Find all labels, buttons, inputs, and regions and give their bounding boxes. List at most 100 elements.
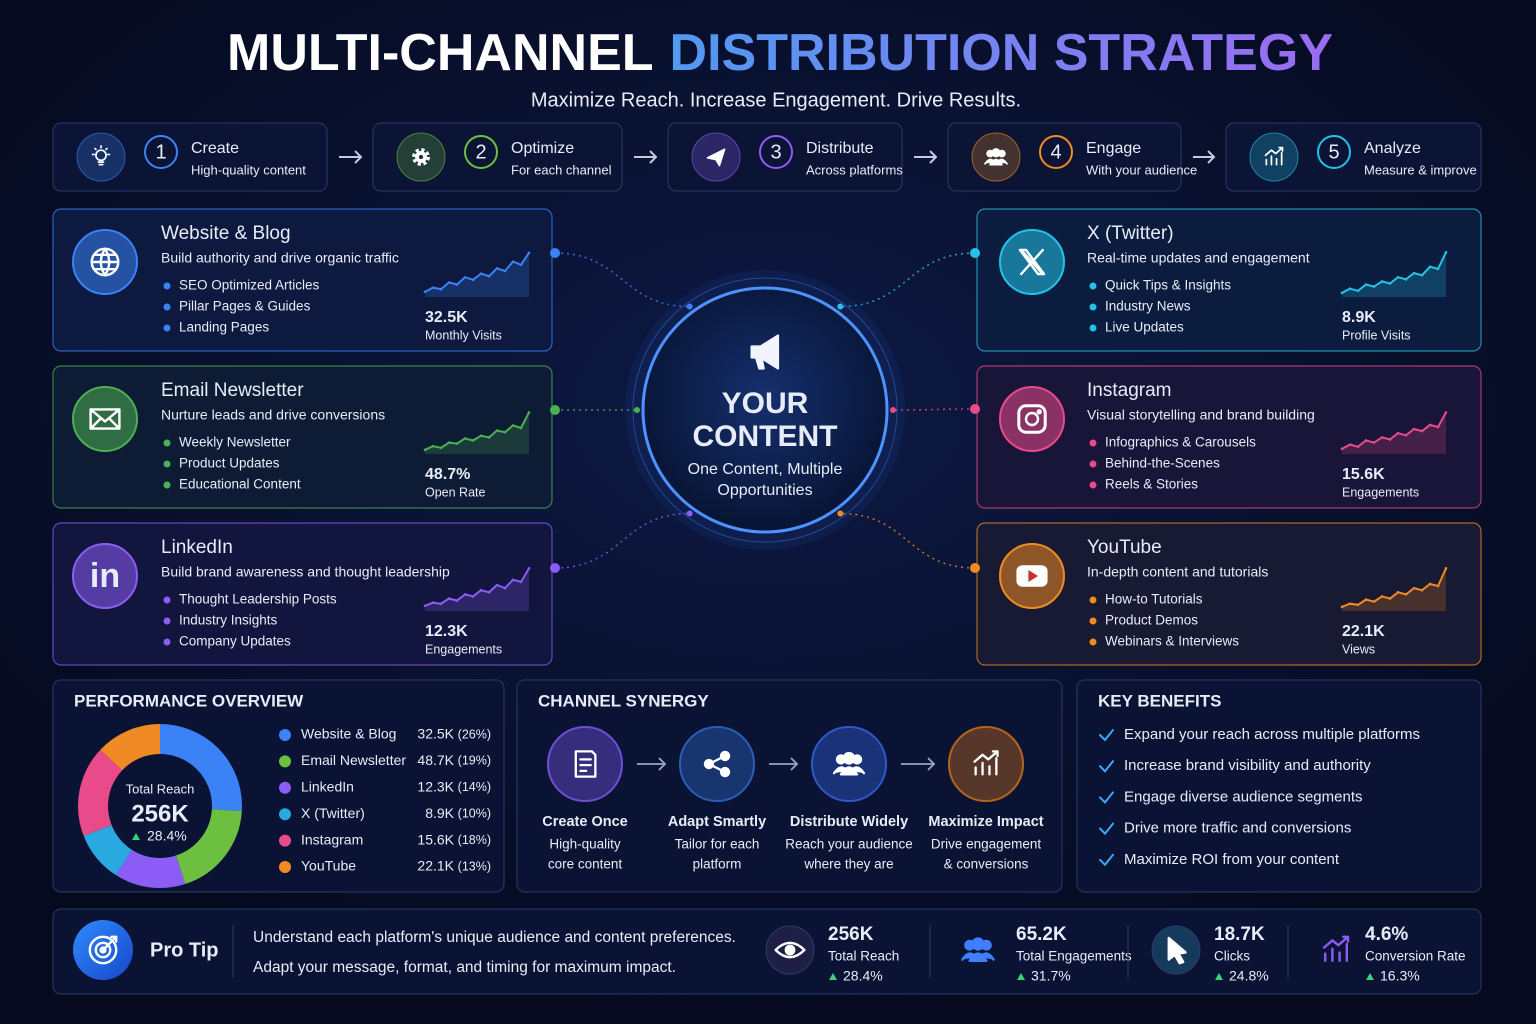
donut-segment bbox=[78, 724, 242, 888]
legend-dot bbox=[279, 861, 291, 873]
step-title: Engage bbox=[1086, 140, 1141, 157]
legend-value: 22.1K bbox=[417, 858, 454, 874]
channel-bullet: Pillar Pages & Guides bbox=[179, 299, 311, 314]
connector bbox=[554, 252, 690, 308]
step-number-ring bbox=[1317, 135, 1351, 169]
trend-dot bbox=[1404, 593, 1408, 596]
trend-dot bbox=[1396, 590, 1400, 594]
bullet-dot bbox=[163, 617, 171, 625]
trend-dot bbox=[519, 426, 523, 430]
trend-dot bbox=[1436, 584, 1440, 588]
icon-shape bbox=[1036, 409, 1042, 415]
title-main: MULTI-CHANNEL bbox=[227, 24, 654, 82]
channel-bullet: Infographics & Carousels bbox=[1105, 435, 1256, 450]
trend-dot bbox=[479, 588, 483, 592]
channel-bullet: Webinars & Interviews bbox=[1105, 634, 1239, 649]
channel-metric-label: Monthly Visits bbox=[425, 328, 502, 342]
connector bbox=[554, 512, 690, 569]
icon bbox=[91, 145, 111, 166]
trend-dot bbox=[479, 272, 483, 275]
channel-name: Instagram bbox=[1087, 380, 1171, 401]
channel-card-tint bbox=[977, 366, 1481, 508]
step-text: Measure & improve bbox=[1364, 162, 1477, 177]
trend-dot bbox=[519, 263, 523, 267]
step-icon-bg bbox=[76, 132, 126, 182]
channel-card-tint bbox=[977, 209, 1481, 351]
step-title: Optimize bbox=[511, 140, 574, 157]
trend-dot bbox=[1380, 436, 1384, 439]
icon bbox=[90, 247, 120, 277]
trend-dot bbox=[463, 275, 467, 279]
stat-label: Conversion Rate bbox=[1365, 949, 1466, 964]
legend-value: 32.5K bbox=[417, 726, 454, 742]
icon bbox=[1017, 404, 1047, 434]
connector-end bbox=[890, 407, 896, 413]
synergy-title: Adapt Smartly bbox=[668, 814, 766, 830]
trend-dot bbox=[479, 434, 483, 438]
bullet-dot bbox=[163, 324, 171, 332]
up-triangle bbox=[1366, 973, 1374, 980]
trend-dot bbox=[447, 441, 451, 444]
channel-metric: 32.5K bbox=[425, 309, 468, 326]
channel-description: Build brand awareness and thought leader… bbox=[161, 564, 450, 580]
channel-name: Email Newsletter bbox=[161, 380, 304, 401]
donut-segment bbox=[78, 724, 242, 888]
channel-metric-label: Engagements bbox=[1342, 485, 1419, 499]
stat-change: 24.8% bbox=[1229, 968, 1269, 984]
stat-change: 28.4% bbox=[843, 968, 883, 984]
trend-dot bbox=[519, 580, 523, 584]
check-mark bbox=[1099, 760, 1114, 773]
icon-shape bbox=[94, 941, 112, 959]
legend-share: (10%) bbox=[458, 806, 491, 820]
bullet-dot bbox=[1089, 460, 1097, 468]
step-title: Create bbox=[191, 140, 239, 157]
trend-dot bbox=[1396, 275, 1400, 279]
icon-shape bbox=[842, 751, 856, 765]
icon-shape bbox=[91, 145, 111, 156]
trend-dot bbox=[423, 290, 427, 294]
connector-end bbox=[686, 303, 693, 310]
trend-dot bbox=[1444, 567, 1448, 570]
icon-shape bbox=[968, 952, 988, 963]
icon bbox=[89, 408, 121, 430]
connector-end bbox=[837, 303, 844, 310]
channel-bullet: Thought Leadership Posts bbox=[179, 592, 337, 607]
icon-shape bbox=[101, 935, 118, 952]
trend-dot bbox=[1420, 273, 1424, 277]
icon-shape bbox=[774, 941, 806, 959]
connector bbox=[840, 512, 976, 569]
trend-dot bbox=[503, 586, 507, 590]
channel-bullet: Landing Pages bbox=[179, 320, 269, 335]
step-arrow bbox=[634, 150, 658, 164]
synergy-title: Distribute Widely bbox=[790, 814, 908, 830]
legend-name: Website & Blog bbox=[301, 726, 396, 742]
step-arrow bbox=[914, 150, 938, 164]
channel-description: Real-time updates and engagement bbox=[1087, 250, 1310, 266]
icon bbox=[1264, 146, 1284, 166]
trend-dot bbox=[463, 437, 467, 440]
channel-bullet: Weekly Newsletter bbox=[179, 435, 291, 450]
trend-dot bbox=[455, 442, 459, 445]
trend-dot bbox=[1348, 602, 1352, 606]
icon-shape bbox=[839, 766, 859, 776]
step-text: For each channel bbox=[511, 162, 612, 177]
channel-card bbox=[52, 522, 553, 666]
benefit-item: Expand your reach across multiple platfo… bbox=[1124, 726, 1420, 743]
trend-dot bbox=[1356, 445, 1360, 449]
channel-metric-label: Engagements bbox=[425, 642, 502, 656]
channel-metric: 15.6K bbox=[1342, 466, 1385, 483]
trend-dot bbox=[1444, 250, 1448, 254]
legend-value: 8.9K bbox=[425, 805, 454, 821]
channel-bullet: SEO Optimized Articles bbox=[179, 278, 320, 293]
trend-dot bbox=[455, 599, 459, 602]
icon-shape bbox=[754, 356, 765, 370]
trend-dot bbox=[511, 578, 515, 582]
step-card bbox=[52, 122, 328, 192]
icon-shape bbox=[95, 149, 107, 162]
channel-card bbox=[976, 365, 1482, 509]
channel-description: Nurture leads and drive conversions bbox=[161, 407, 385, 423]
check-mark bbox=[1099, 729, 1114, 742]
step-number-ring bbox=[759, 135, 793, 169]
icon-shape bbox=[1028, 570, 1038, 582]
trend-dot bbox=[495, 267, 499, 270]
